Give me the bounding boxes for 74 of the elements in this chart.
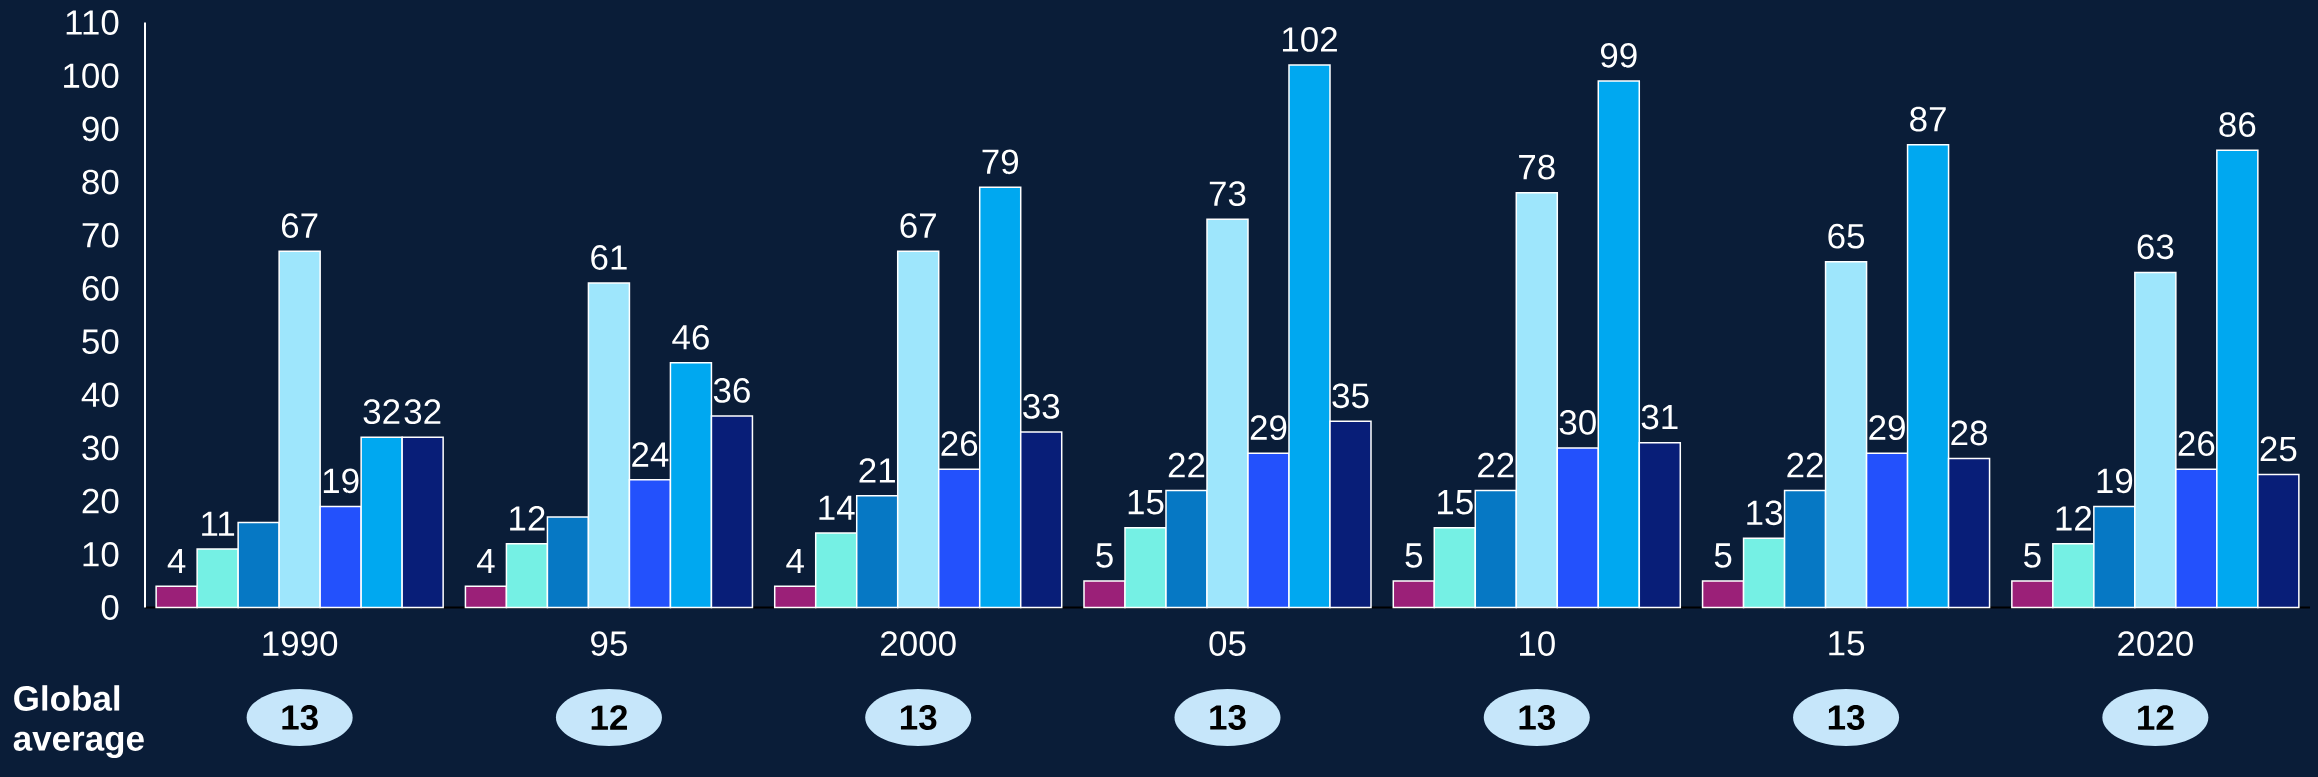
data-label: 46 (672, 324, 709, 350)
y-tick-label: 90 (82, 116, 119, 142)
data-label: 102 (1282, 27, 1337, 52)
data-label: 25 (2260, 436, 2297, 462)
x-tick-label: 15 (1829, 631, 1865, 656)
data-label: 79 (982, 149, 1019, 175)
x-tick-label: 10 (1519, 631, 1555, 656)
data-label: 26 (2178, 431, 2215, 457)
data-label: 19 (2097, 468, 2133, 494)
y-tick-label: 0 (101, 595, 119, 620)
data-label: 5 (1096, 543, 1113, 568)
data-label: 87 (1910, 106, 1946, 132)
data-label: 5 (1405, 543, 1423, 568)
data-label: 67 (900, 213, 936, 238)
data-label: 32 (404, 399, 441, 425)
x-tick-label: 2000 (881, 631, 956, 656)
data-label: 99 (1600, 43, 1637, 68)
data-label: 78 (1519, 154, 1555, 180)
data-label: 65 (1828, 223, 1865, 249)
data-label: 21 (859, 458, 895, 483)
text: 12 (2138, 705, 2174, 730)
y-tick-label: 40 (81, 382, 119, 408)
y-tick-label: 30 (82, 435, 119, 461)
text: 13 (900, 705, 937, 730)
data-label: 31 (1641, 404, 1678, 430)
x-tick-label: 2020 (2118, 631, 2193, 656)
data-label: 29 (1869, 415, 1905, 441)
data-label: 22 (1787, 452, 1823, 478)
y-tick-label: 10 (83, 541, 119, 567)
x-tick-label: 1990 (263, 631, 338, 656)
data-label: 86 (2219, 112, 2256, 137)
data-label: 12 (2056, 506, 2092, 531)
text: 13 (282, 705, 318, 730)
text: 12 (591, 705, 627, 730)
data-label: 32 (363, 399, 400, 425)
data-label: 63 (2137, 234, 2174, 260)
data-label: 30 (1559, 409, 1596, 435)
data-label: 24 (632, 442, 669, 467)
text: 13 (1519, 705, 1555, 730)
data-label: 15 (1128, 490, 1164, 515)
y-tick-label: 50 (82, 329, 119, 354)
y-tick-label: 110 (66, 10, 119, 35)
data-label: 61 (591, 245, 627, 270)
data-label: 12 (510, 506, 545, 531)
text: 13 (1828, 705, 1865, 730)
data-label: 4 (786, 548, 804, 574)
data-label: 35 (1332, 383, 1369, 409)
data-label: 33 (1023, 394, 1060, 419)
data-label: 22 (1478, 452, 1514, 478)
y-tick-label: 80 (82, 169, 119, 195)
data-label: 19 (323, 468, 359, 494)
y-tick-label: 100 (64, 63, 119, 89)
data-label: 5 (2024, 543, 2041, 568)
data-label: 15 (1437, 490, 1473, 515)
text: Global average (13, 685, 144, 758)
y-tick-label: 60 (82, 276, 119, 301)
data-label: 29 (1250, 415, 1287, 441)
data-label: 13 (1747, 500, 1782, 526)
x-tick-label: 95 (591, 631, 627, 656)
data-label: 36 (713, 378, 750, 403)
data-label: 14 (819, 495, 855, 520)
y-tick-label: 70 (82, 222, 119, 248)
data-label: 22 (1168, 452, 1205, 478)
data-label: 73 (1209, 181, 1246, 207)
text: 13 (1210, 705, 1246, 730)
data-label: 28 (1951, 420, 1987, 446)
data-label: 26 (941, 431, 978, 457)
data-label: 67 (281, 213, 318, 238)
data-label: 4 (167, 548, 186, 574)
data-label: 11 (202, 511, 235, 536)
data-label: 4 (476, 548, 495, 574)
y-tick-label: 20 (82, 488, 119, 514)
data-label: 5 (1714, 543, 1732, 568)
x-tick-label: 05 (1209, 631, 1246, 656)
